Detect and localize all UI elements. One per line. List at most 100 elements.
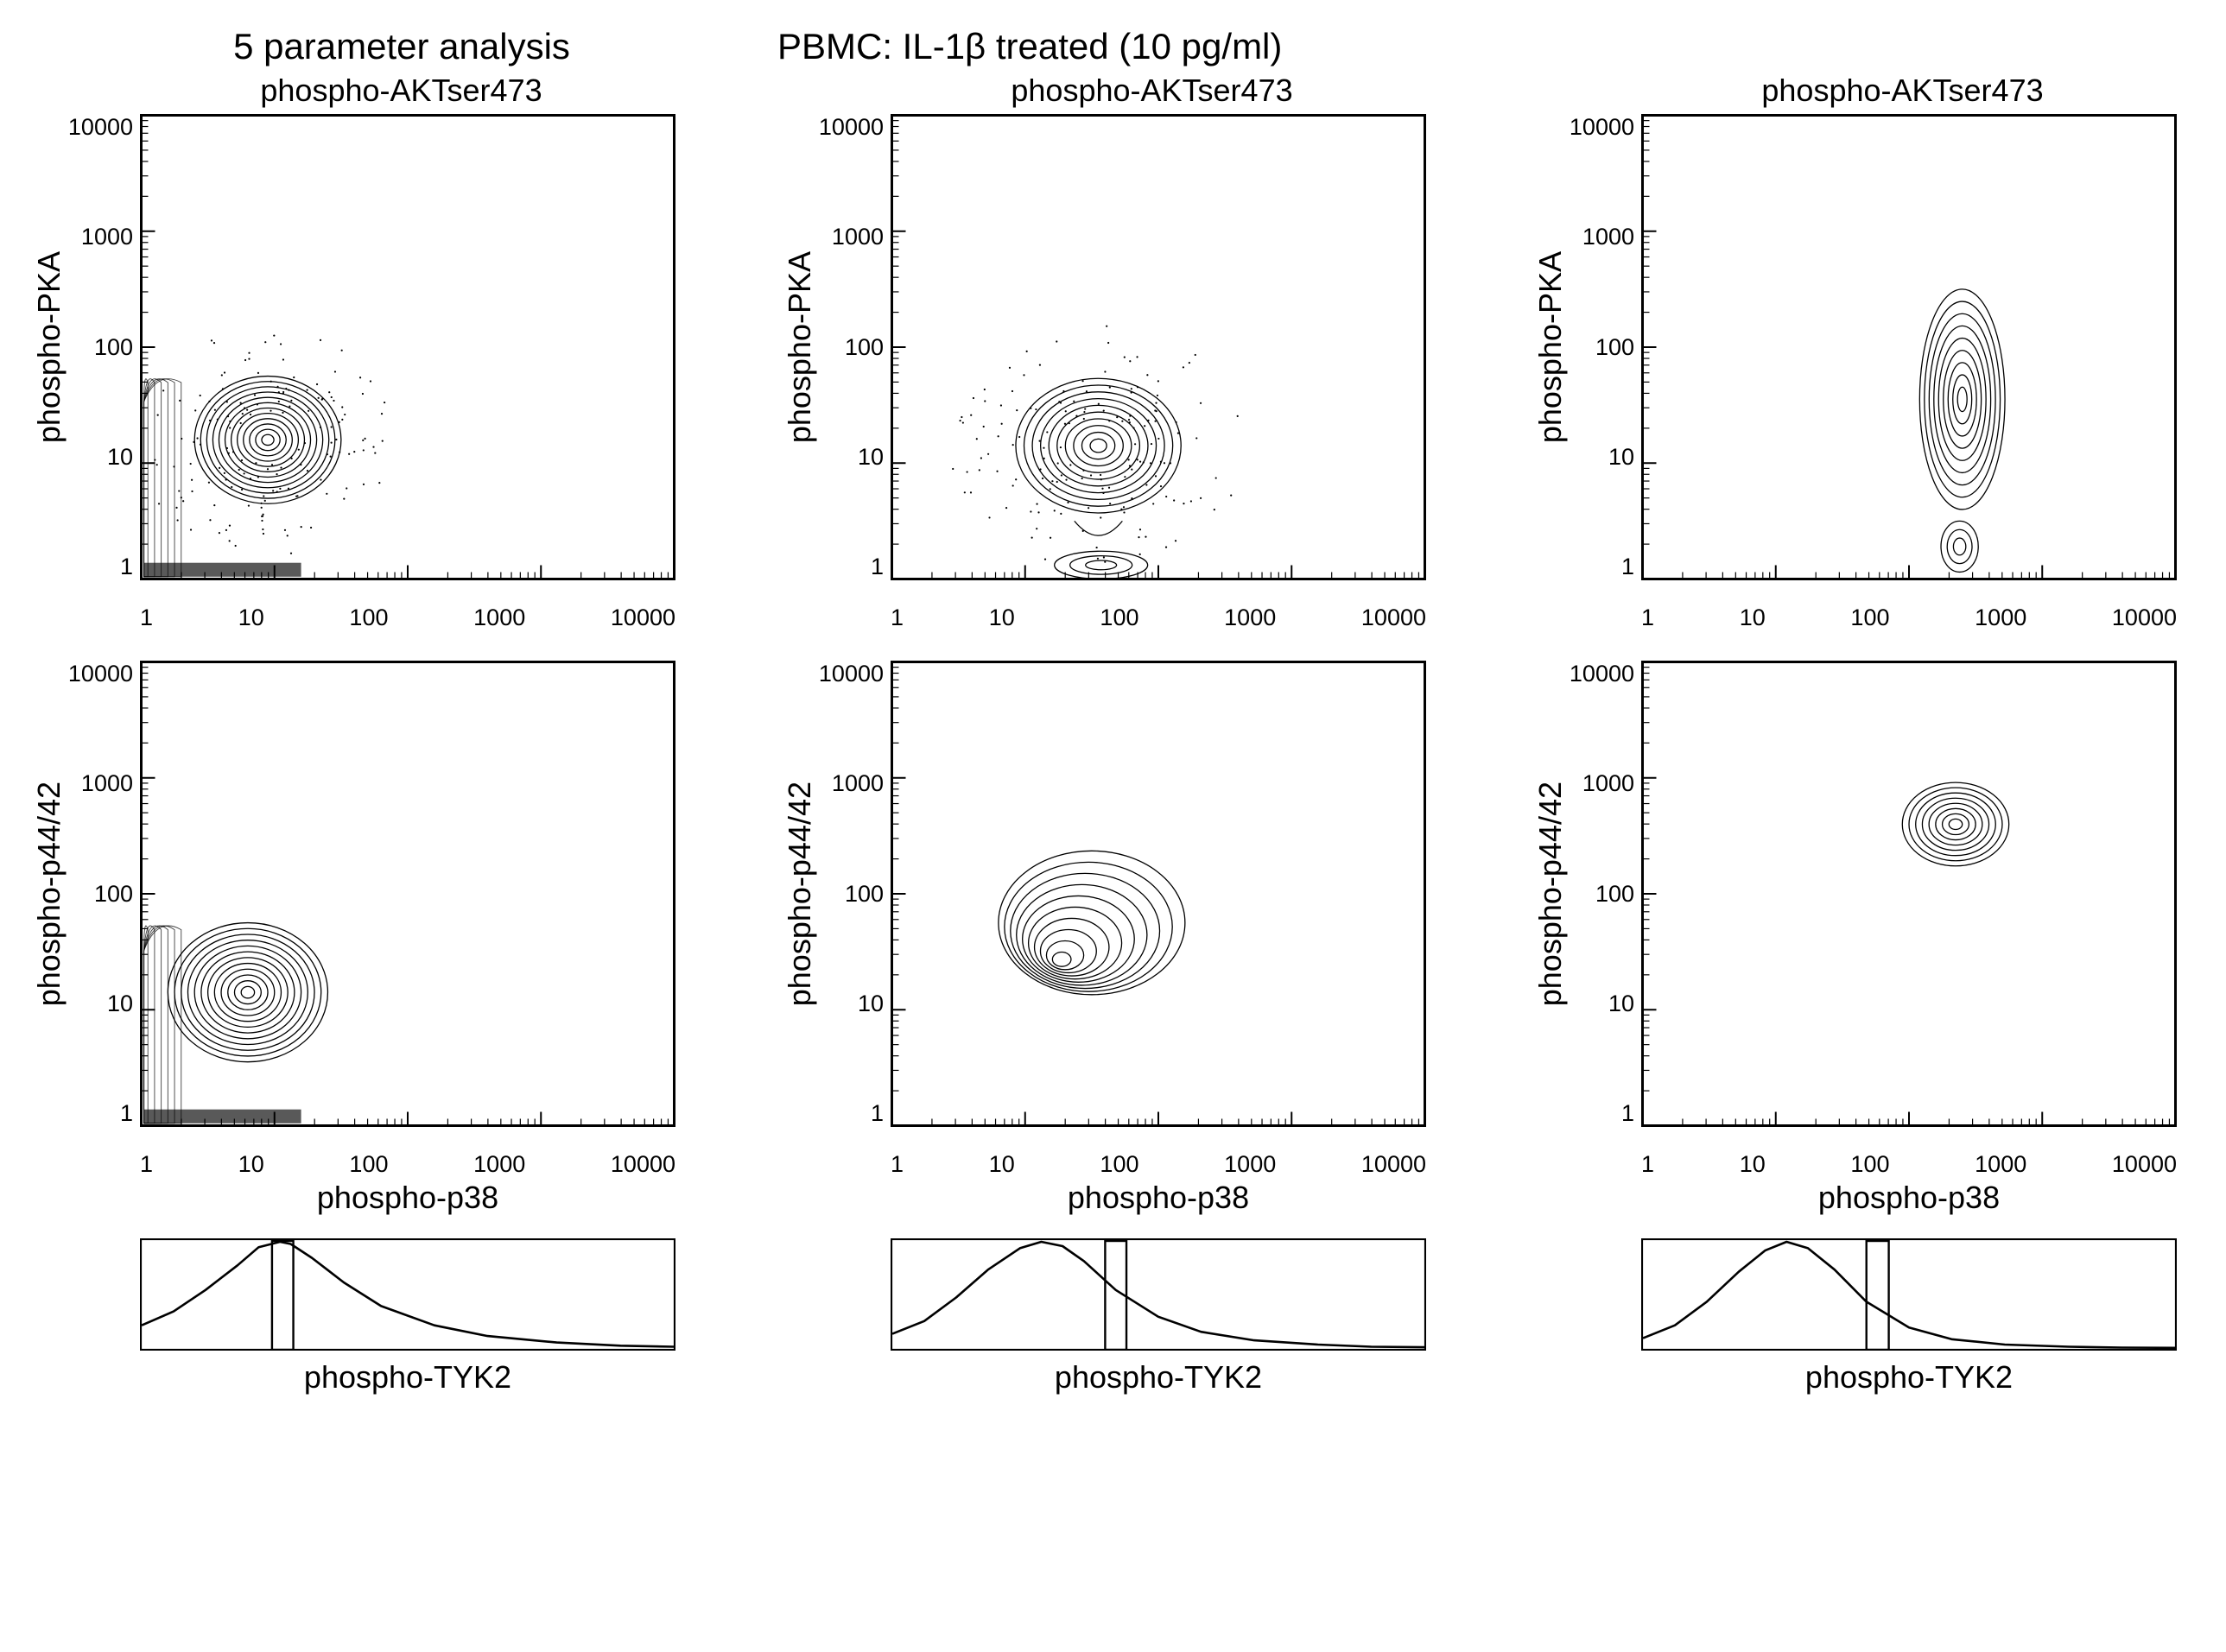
histogram-x-label: phospho-TYK2 — [891, 1359, 1426, 1396]
y-tick-labels: 10000 1000 100 10 1 — [66, 662, 140, 1125]
y-tick-labels: 10000 1000 100 10 1 — [816, 662, 891, 1125]
tick-label: 10000 — [611, 604, 675, 631]
tick-label: 100 — [1100, 1151, 1138, 1178]
x-axis-label: phospho-p38 — [777, 1180, 1426, 1216]
top-titles-row: 5 parameter analysis PBMC: IL-1β treated… — [26, 26, 2200, 67]
tick-label: 100 — [349, 1151, 388, 1178]
tick-label: 10000 — [2112, 1151, 2177, 1178]
tick-label: 10000 — [819, 116, 884, 139]
x-tick-row: 110100100010000 — [26, 603, 699, 631]
figure-title-center: PBMC: IL-1β treated (10 pg/ml) — [743, 26, 1520, 67]
histogram-svg — [140, 1238, 675, 1351]
tick-label: 10 — [1740, 604, 1766, 631]
tick-label: 10 — [989, 604, 1015, 631]
tick-label: 1000 — [473, 1151, 525, 1178]
x-tick-labels: 1 10 100 1000 10000 — [1641, 1149, 2177, 1178]
panel-title: phospho-AKTser473 — [1527, 73, 2200, 109]
histogram-x-label: phospho-TYK2 — [140, 1359, 675, 1396]
tick-label: 1 — [120, 1102, 133, 1125]
panel-grid: phospho-AKTser473phospho-PKA100001000100… — [26, 73, 2200, 1396]
x-tick-labels: 1 10 100 1000 10000 — [140, 1149, 675, 1178]
y-tick-labels: 10000 1000 100 10 1 — [1567, 116, 1641, 579]
x-axis-label: phospho-p38 — [26, 1180, 675, 1216]
histogram-svg — [891, 1238, 1426, 1351]
tick-label: 1000 — [81, 225, 133, 249]
figure-title-left: 5 parameter analysis — [26, 26, 743, 67]
y-axis-label: phospho-PKA — [1527, 251, 1567, 443]
tick-label: 1000 — [1582, 772, 1634, 795]
tick-label: 10000 — [68, 662, 133, 686]
tick-label: 10 — [107, 992, 133, 1016]
histogram-x-label: phospho-TYK2 — [1641, 1359, 2177, 1396]
x-tick-row: 110100100010000 — [777, 603, 1449, 631]
contour-svg — [140, 661, 675, 1127]
tick-label: 100 — [1850, 604, 1889, 631]
panel-title: phospho-AKTser473 — [26, 73, 699, 109]
contour-svg — [891, 114, 1426, 580]
y-axis-label: phospho-p44/42 — [1527, 782, 1567, 1006]
tick-label: 10000 — [68, 116, 133, 139]
tick-label: 1 — [1641, 1151, 1654, 1178]
tick-label: 1000 — [1582, 225, 1634, 249]
tick-label: 1 — [871, 555, 884, 579]
contour-plot-top: phospho-PKA 10000 1000 100 10 1 — [1527, 114, 2200, 580]
tick-label: 10 — [238, 1151, 264, 1178]
x-tick-row: 1 10 100 1000 10000 — [26, 1149, 699, 1178]
tick-label: 10 — [1608, 446, 1634, 469]
tick-label: 100 — [1850, 1151, 1889, 1178]
tick-label: 10 — [858, 992, 884, 1016]
x-tick-row: 110100100010000 — [1527, 603, 2200, 631]
tick-label: 10 — [1608, 992, 1634, 1016]
tick-label: 10 — [238, 604, 264, 631]
histogram-block: phospho-TYK2 — [26, 1238, 699, 1396]
x-tick-labels: 110100100010000 — [891, 603, 1426, 631]
x-tick-labels: 110100100010000 — [140, 603, 675, 631]
contour-svg — [140, 114, 675, 580]
x-axis-label: phospho-p38 — [1527, 1180, 2177, 1216]
contour-svg — [891, 661, 1426, 1127]
tick-label: 1000 — [832, 225, 884, 249]
y-tick-labels: 10000 1000 100 10 1 — [66, 116, 140, 579]
x-tick-row: 110100100010000 — [777, 1149, 1449, 1178]
tick-label: 100 — [94, 883, 133, 906]
tick-label: 10 — [107, 446, 133, 469]
tick-label: 100 — [845, 883, 884, 906]
tick-label: 100 — [94, 336, 133, 359]
contour-plot-top: phospho-PKA100001000100101 — [777, 114, 1449, 580]
tick-label: 100 — [1595, 336, 1634, 359]
tick-label: 1000 — [832, 772, 884, 795]
tick-label: 1000 — [81, 772, 133, 795]
tick-label: 10 — [1740, 1151, 1766, 1178]
figure-wrap: 5 parameter analysis PBMC: IL-1β treated… — [26, 26, 2200, 1396]
tick-label: 1 — [871, 1102, 884, 1125]
y-axis-label: phospho-PKA — [26, 251, 66, 443]
x-tick-labels: 110100100010000 — [891, 1149, 1426, 1178]
tick-label: 10 — [989, 1151, 1015, 1178]
tick-label: 10000 — [1570, 116, 1634, 139]
tick-label: 1 — [140, 1151, 153, 1178]
tick-label: 10000 — [1570, 662, 1634, 686]
tick-label: 1 — [120, 555, 133, 579]
x-tick-labels: 110100100010000 — [1641, 603, 2177, 631]
tick-label: 10000 — [1361, 604, 1426, 631]
tick-label: 1000 — [1224, 1151, 1276, 1178]
panel-column: phospho-AKTser473phospho-PKA100001000100… — [1527, 73, 2200, 1396]
histogram-block: phospho-TYK2 — [777, 1238, 1449, 1396]
x-tick-row: 1 10 100 1000 10000 — [1527, 1149, 2200, 1178]
contour-plot-top: phospho-PKA 10000 1000 100 10 1 — [26, 114, 699, 580]
tick-label: 10000 — [611, 1151, 675, 1178]
tick-label: 1 — [891, 1151, 904, 1178]
tick-label: 1000 — [1975, 1151, 2026, 1178]
y-tick-labels: 100001000100101 — [816, 116, 891, 579]
contour-svg — [1641, 114, 2177, 580]
panel-column: phospho-AKTser473phospho-PKA100001000100… — [26, 73, 699, 1396]
y-axis-label: phospho-p44/42 — [777, 782, 816, 1006]
tick-label: 10000 — [819, 662, 884, 686]
panel-title: phospho-AKTser473 — [777, 73, 1449, 109]
tick-label: 10000 — [2112, 604, 2177, 631]
tick-label: 1000 — [1975, 604, 2026, 631]
y-axis-label: phospho-PKA — [777, 251, 816, 443]
tick-label: 1 — [1621, 555, 1634, 579]
histogram-svg — [1641, 1238, 2177, 1351]
histogram-block: phospho-TYK2 — [1527, 1238, 2200, 1396]
